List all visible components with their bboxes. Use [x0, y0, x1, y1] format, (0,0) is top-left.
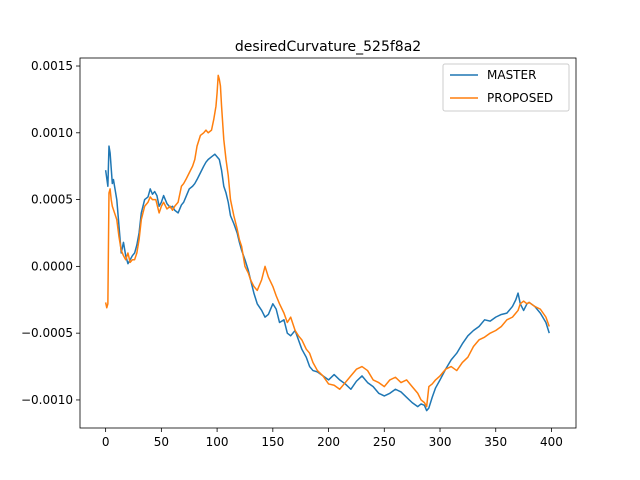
legend: MASTER PROPOSED — [442, 63, 570, 112]
plot-area — [80, 58, 576, 428]
series-layer — [104, 74, 550, 412]
y-tick-label: 0.0000 — [31, 259, 73, 273]
series-line-proposed — [104, 74, 550, 408]
x-tick-label: 400 — [540, 435, 563, 449]
chart-title: desiredCurvature_525f8a2 — [235, 39, 421, 55]
plot-frame — [79, 57, 577, 429]
x-axis: 0 50 100 150 200 250 300 350 400 — [102, 428, 563, 449]
x-tick-label: 250 — [373, 435, 396, 449]
x-tick-label: 300 — [429, 435, 452, 449]
y-tick-label: −0.0010 — [21, 393, 73, 407]
x-tick-label: 0 — [102, 435, 110, 449]
legend-label-master: MASTER — [487, 68, 536, 82]
x-tick-label: 100 — [206, 435, 229, 449]
y-tick-label: 0.0015 — [31, 59, 73, 73]
y-tick-label: −0.0005 — [21, 326, 73, 340]
x-tick-label: 50 — [154, 435, 169, 449]
y-tick-label: 0.0005 — [31, 193, 73, 207]
y-axis: −0.0010 −0.0005 0.0000 0.0005 0.0010 0.0015 — [21, 59, 80, 407]
x-tick-label: 150 — [261, 435, 284, 449]
y-tick-label: 0.0010 — [31, 126, 73, 140]
series-line-master — [104, 145, 550, 412]
x-tick-label: 200 — [317, 435, 340, 449]
legend-label-proposed: PROPOSED — [487, 91, 553, 105]
x-tick-label: 350 — [484, 435, 507, 449]
